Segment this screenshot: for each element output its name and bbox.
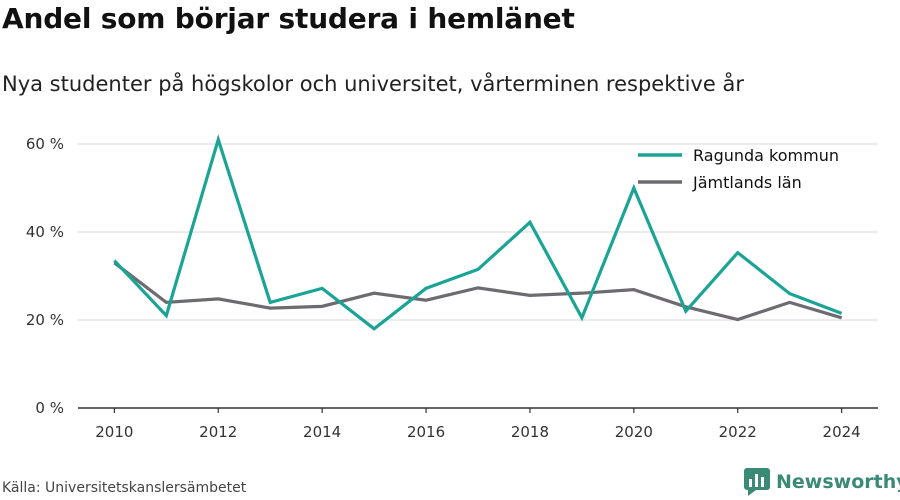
x-tick-label: 2022 (719, 423, 757, 441)
y-tick-label: 0 % (35, 399, 64, 417)
x-axis: 2010 2012 2014 2016 2018 2020 2022 2024 (78, 407, 878, 441)
chart-title: Andel som börjar studera i hemlänet (2, 2, 575, 35)
y-tick-label: 20 % (26, 311, 64, 329)
series-line (113, 134, 843, 331)
line-chart: 0 % 20 % 40 % 60 % 2010 2012 2014 2016 2018 2020… (26, 134, 878, 441)
source-note: Källa: Universitetskanslersämbetet (2, 480, 247, 496)
y-tick-label: 40 % (26, 223, 64, 241)
legend-label: Ragunda kommun (693, 146, 839, 165)
legend-label: Jämtlands län (692, 173, 802, 192)
series-line (113, 261, 843, 322)
x-tick-label: 2010 (95, 423, 133, 441)
brand-logo: Newsworthy (744, 468, 900, 496)
x-tick-label: 2020 (615, 423, 653, 441)
y-tick-label: 60 % (26, 135, 64, 153)
grid-lines (78, 143, 878, 321)
x-tick-label: 2014 (303, 423, 341, 441)
newsworthy-logo-icon (744, 468, 770, 496)
series-lines (113, 134, 843, 331)
x-tick-label: 2024 (823, 423, 861, 441)
brand-name: Newsworthy (776, 471, 900, 493)
legend: Ragunda kommun Jämtlands län (638, 146, 839, 192)
x-tick-label: 2012 (199, 423, 237, 441)
y-axis: 0 % 20 % 40 % 60 % (26, 135, 64, 417)
chart-subtitle: Nya studenter på högskolor och universit… (2, 72, 744, 96)
x-tick-label: 2016 (407, 423, 445, 441)
x-tick-label: 2018 (511, 423, 549, 441)
